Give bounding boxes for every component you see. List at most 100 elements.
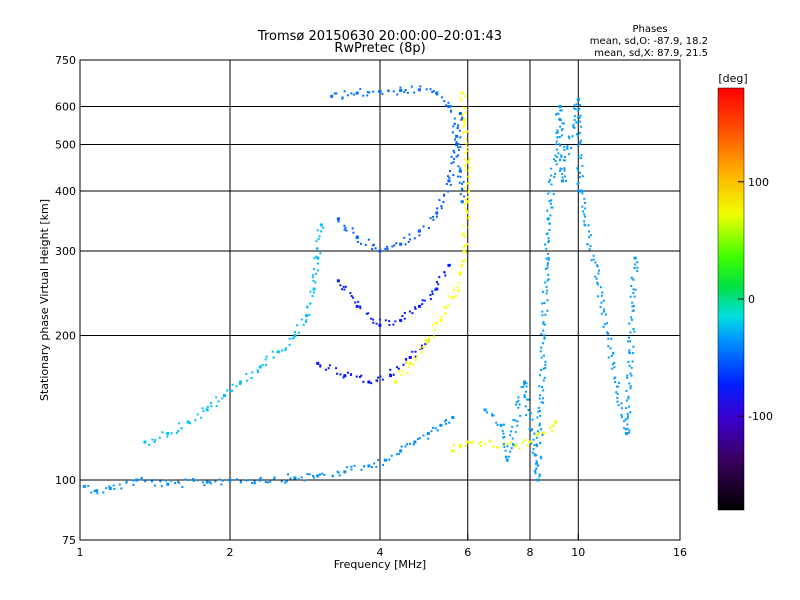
echo-dot — [603, 323, 606, 326]
echo-dot — [284, 349, 287, 352]
echo-dot — [413, 356, 416, 359]
echo-dot — [196, 413, 199, 416]
data-point — [239, 380, 243, 384]
echo-dot — [392, 323, 395, 326]
data-point — [408, 361, 412, 365]
echo-dot — [549, 202, 552, 205]
echo-dot — [545, 292, 548, 295]
echo-dot — [524, 439, 527, 442]
echo-dot — [445, 183, 448, 186]
echo-dot — [434, 427, 437, 430]
echo-dot — [462, 224, 465, 227]
echo-dot — [629, 295, 632, 298]
echo-dot — [144, 480, 147, 483]
echo-dot — [261, 364, 264, 367]
echo-dot — [555, 140, 558, 143]
echo-dot — [570, 146, 573, 149]
data-point — [483, 408, 487, 412]
echo-dot — [140, 476, 143, 479]
echo-dot — [448, 263, 451, 266]
echo-dot — [534, 462, 537, 465]
stats-heading: Phases — [632, 24, 667, 35]
echo-dot — [436, 322, 439, 325]
echo-dot — [420, 351, 423, 354]
echo-dot — [625, 399, 628, 402]
echo-dot — [440, 315, 443, 318]
echo-dot — [571, 135, 574, 138]
echo-dot — [403, 311, 406, 314]
data-point — [426, 339, 430, 343]
echo-dot — [287, 473, 290, 476]
echo-dot — [309, 302, 312, 305]
echo-dot — [177, 480, 180, 483]
echo-dot — [502, 444, 505, 447]
data-point — [625, 432, 629, 436]
echo-dot — [573, 119, 576, 122]
echo-dot — [259, 476, 262, 479]
echo-dot — [161, 431, 164, 434]
echo-dot — [576, 133, 579, 136]
echo-dot — [630, 318, 633, 321]
echo-dot — [344, 226, 347, 229]
echo-dot — [395, 453, 398, 456]
echo-dot — [353, 464, 356, 467]
echo-dot — [327, 367, 330, 370]
echo-dot — [463, 235, 466, 238]
echo-dot — [465, 150, 468, 153]
echo-dot — [343, 224, 346, 227]
echo-dot — [317, 238, 320, 241]
echo-dot — [215, 404, 218, 407]
echo-dot — [418, 437, 421, 440]
echo-dot — [613, 377, 616, 380]
data-point — [389, 374, 393, 378]
echo-dot — [509, 450, 512, 453]
echo-dot — [565, 179, 568, 182]
echo-dot — [436, 93, 439, 96]
echo-dot — [501, 429, 504, 432]
echo-dot — [429, 88, 432, 91]
echo-dot — [338, 474, 341, 477]
echo-dot — [460, 265, 463, 268]
echo-dot — [463, 158, 466, 161]
echo-dot — [555, 163, 558, 166]
series-x-mode-yellow-trace — [394, 91, 471, 384]
echo-dot — [445, 307, 448, 310]
echo-dot — [542, 367, 545, 370]
echo-dot — [590, 259, 593, 262]
echo-dot — [561, 173, 564, 176]
echo-dot — [468, 189, 471, 192]
echo-dot — [427, 437, 430, 440]
echo-dot — [313, 257, 316, 260]
echo-dot — [629, 340, 632, 343]
echo-dot — [531, 418, 534, 421]
echo-dot — [543, 323, 546, 326]
echo-dot — [294, 330, 297, 333]
x-tick-label: 16 — [673, 546, 687, 559]
echo-dot — [389, 373, 392, 376]
echo-dot — [623, 420, 626, 423]
echo-dot — [568, 153, 571, 156]
echo-dot — [547, 239, 550, 242]
x-tick-label: 2 — [227, 546, 234, 559]
echo-dot — [360, 468, 363, 471]
echo-dot — [530, 442, 533, 445]
echo-dot — [596, 265, 599, 268]
echo-dot — [462, 125, 465, 128]
echo-dot — [292, 336, 295, 339]
series-o-mode-lower-trace — [82, 415, 455, 495]
echo-dot — [289, 477, 292, 480]
series-o-mode-f-layer-high — [330, 85, 466, 204]
echo-dot — [617, 404, 620, 407]
echo-dot — [534, 472, 537, 475]
echo-dot — [554, 154, 557, 157]
echo-dot — [192, 480, 195, 483]
echo-dot — [632, 292, 635, 295]
echo-dot — [454, 138, 457, 141]
echo-dot — [166, 435, 169, 438]
echo-dot — [90, 491, 93, 494]
echo-dot — [337, 220, 340, 223]
echo-dot — [356, 235, 359, 238]
echo-dot — [578, 171, 581, 174]
echo-dot — [405, 361, 408, 364]
echo-dot — [536, 433, 539, 436]
